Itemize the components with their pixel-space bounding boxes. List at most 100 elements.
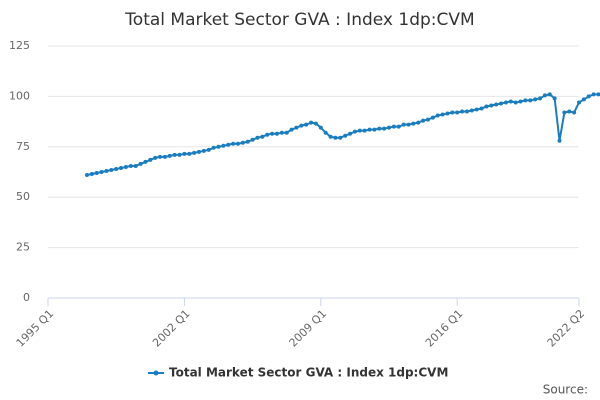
data-point <box>391 124 396 129</box>
data-point <box>318 125 323 130</box>
data-point <box>547 92 552 97</box>
data-point <box>523 98 528 103</box>
data-point <box>221 143 226 148</box>
data-point <box>489 103 494 108</box>
data-point <box>138 161 143 166</box>
data-point <box>528 98 533 103</box>
data-point <box>357 128 362 133</box>
data-point <box>235 141 240 146</box>
data-point <box>104 168 109 173</box>
data-point <box>299 123 304 128</box>
data-point <box>572 110 577 115</box>
x-tick-label: 2016 Q1 <box>423 307 466 350</box>
data-point <box>148 157 153 162</box>
data-point <box>119 165 124 170</box>
data-point <box>464 109 469 114</box>
data-point <box>162 154 167 159</box>
data-point <box>128 163 133 168</box>
data-point <box>494 102 499 107</box>
data-point <box>182 151 187 156</box>
data-point <box>577 100 581 105</box>
data-point <box>84 173 89 178</box>
data-point <box>216 144 221 149</box>
data-point <box>192 150 197 155</box>
data-point <box>474 107 479 112</box>
data-point <box>430 115 435 120</box>
y-tick-label: 125 <box>9 39 30 52</box>
data-point <box>479 106 484 111</box>
series-line <box>86 93 599 177</box>
data-point <box>260 134 265 139</box>
chart-title: Total Market Sector GVA : Index 1dp:CVM <box>124 10 474 30</box>
data-point <box>123 164 128 169</box>
data-point <box>372 127 377 132</box>
data-point <box>367 127 372 132</box>
data-point <box>284 130 289 135</box>
data-point <box>542 93 547 98</box>
y-tick-label: 50 <box>16 190 30 203</box>
data-point <box>211 145 216 150</box>
data-point <box>240 140 245 145</box>
data-point <box>231 141 236 146</box>
data-point <box>143 159 148 164</box>
data-point <box>279 130 284 135</box>
data-point <box>187 151 192 156</box>
data-point <box>401 122 406 127</box>
data-point <box>562 110 567 115</box>
data-point <box>89 172 94 177</box>
data-point <box>362 128 367 133</box>
data-point <box>352 129 357 134</box>
data-point <box>289 127 294 132</box>
data-point <box>533 97 538 102</box>
data-point <box>109 167 114 172</box>
data-point <box>338 135 343 140</box>
data-point <box>411 121 416 126</box>
data-point <box>387 125 392 130</box>
data-point <box>416 120 421 125</box>
data-point <box>133 163 138 168</box>
data-point <box>435 113 440 118</box>
data-point <box>309 120 314 125</box>
data-point <box>508 99 513 104</box>
data-point <box>591 92 596 97</box>
data-point <box>197 149 202 154</box>
data-point <box>270 131 275 136</box>
data-point <box>294 125 299 130</box>
data-point <box>201 148 206 153</box>
data-point <box>552 96 557 101</box>
data-point <box>255 135 260 140</box>
data-point <box>226 142 231 147</box>
data-point <box>245 139 250 144</box>
data-point <box>153 155 158 160</box>
data-point <box>499 101 504 106</box>
y-tick-label: 100 <box>9 89 30 102</box>
data-point <box>343 133 348 138</box>
data-point <box>484 104 489 109</box>
data-point <box>274 131 279 136</box>
source: Source: <box>543 383 588 397</box>
data-point <box>455 110 460 115</box>
x-tick-label: 2009 Q1 <box>287 307 330 350</box>
data-point <box>440 112 445 117</box>
data-point <box>469 108 474 113</box>
data-point <box>172 152 177 157</box>
data-point <box>513 100 518 105</box>
data-point <box>445 111 450 116</box>
data-point <box>99 170 104 174</box>
data-point <box>396 124 401 129</box>
data-point <box>460 109 465 114</box>
x-tick-label: 2002 Q1 <box>150 307 193 350</box>
data-point <box>206 147 211 152</box>
data-point <box>503 100 508 105</box>
data-point <box>304 122 309 127</box>
data-point <box>567 109 572 114</box>
data-point <box>538 96 543 101</box>
data-point <box>167 153 172 158</box>
x-tick-label: 1995 Q1 <box>14 307 57 350</box>
data-point <box>586 94 591 99</box>
data-point <box>250 137 255 142</box>
data-point <box>450 110 455 115</box>
y-tick-label: 25 <box>16 241 30 254</box>
data-point <box>382 126 387 131</box>
data-point <box>377 126 382 131</box>
